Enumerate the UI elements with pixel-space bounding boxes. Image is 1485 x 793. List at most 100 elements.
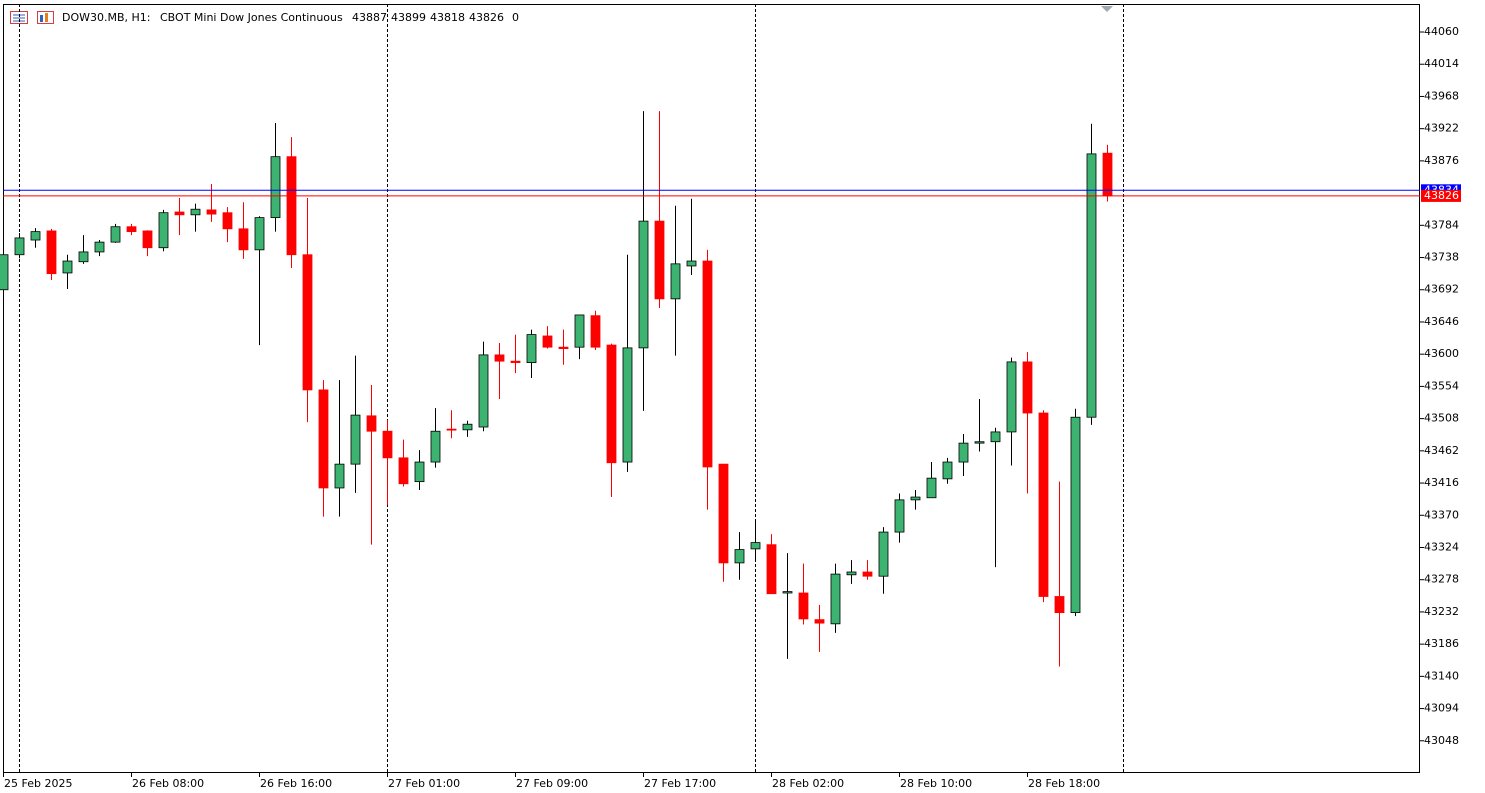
bull-body	[526, 334, 537, 363]
bull-body	[670, 263, 681, 300]
bear-body	[1102, 152, 1113, 197]
y-tick-label: 43416	[1424, 476, 1459, 489]
bear-body	[798, 592, 809, 620]
bear-body	[174, 211, 185, 216]
price-label-box	[1421, 189, 1461, 202]
icon-bar	[45, 13, 48, 22]
bear-body	[382, 430, 393, 459]
header-volume: 0	[512, 11, 519, 24]
bear-body	[862, 571, 873, 577]
symbol: DOW30.MB, H1:	[62, 11, 151, 24]
x-tick-label: 26 Feb 08:00	[132, 777, 204, 790]
bear-body	[814, 619, 825, 624]
bull-body	[830, 573, 841, 625]
y-tick-label: 43508	[1424, 412, 1459, 425]
y-tick-label: 44014	[1424, 57, 1459, 70]
y-tick-label: 43600	[1424, 347, 1459, 360]
bull-body	[574, 314, 585, 348]
bull-body	[270, 156, 281, 219]
x-tick-label: 27 Feb 01:00	[388, 777, 460, 790]
bull-body	[430, 430, 441, 463]
bull-body	[958, 442, 969, 463]
bull-body	[14, 237, 25, 256]
bear-body	[766, 544, 777, 595]
bull-body	[910, 496, 921, 501]
x-tick-label: 26 Feb 16:00	[260, 777, 332, 790]
bull-body	[750, 542, 761, 550]
bear-body	[1022, 361, 1033, 414]
bull-body	[926, 477, 937, 499]
y-tick-label: 43462	[1424, 444, 1459, 457]
bear-body	[302, 254, 313, 391]
y-tick-label: 43922	[1424, 122, 1459, 135]
y-tick-label: 43278	[1424, 573, 1459, 586]
bull-body	[0, 254, 9, 291]
bull-body	[638, 220, 649, 349]
bear-body	[606, 344, 617, 464]
bull-body	[254, 217, 265, 251]
y-tick-label: 43968	[1424, 89, 1459, 102]
chart-header: DOW30.MB, H1: CBOT Mini Dow Jones Contin…	[62, 11, 519, 24]
bear-body	[1038, 412, 1049, 597]
y-tick-label: 43186	[1424, 637, 1459, 650]
price-label: 43826	[1424, 189, 1459, 202]
bull-body	[846, 571, 857, 576]
header-close: 43826	[469, 11, 504, 24]
bear-body	[398, 457, 409, 485]
y-tick-label: 43370	[1424, 508, 1459, 521]
bear-body	[718, 463, 729, 564]
bull-body	[78, 251, 89, 263]
bull-body	[894, 499, 905, 533]
bear-body	[1054, 596, 1065, 614]
toolbar-icons	[10, 11, 54, 24]
y-tick-label: 43738	[1424, 251, 1459, 264]
shift-marker[interactable]	[1101, 6, 1113, 12]
bull-body	[158, 212, 169, 249]
bear-body	[702, 260, 713, 468]
bull-body	[334, 463, 345, 489]
y-tick-label: 43692	[1424, 283, 1459, 296]
x-tick-label: 27 Feb 09:00	[516, 777, 588, 790]
bull-body	[990, 431, 1001, 443]
bear-body	[654, 220, 665, 300]
x-tick-label: 27 Feb 17:00	[644, 777, 716, 790]
bear-body	[366, 415, 377, 432]
y-tick-label: 43876	[1424, 154, 1459, 167]
bear-body	[286, 156, 297, 256]
bull-body	[734, 549, 745, 564]
bear-body	[126, 226, 137, 233]
header-low: 43818	[430, 11, 465, 24]
bull-body	[942, 461, 953, 480]
bull-body	[878, 531, 889, 577]
plot-frame	[3, 4, 1420, 773]
bull-body	[350, 414, 361, 465]
y-tick-label: 43048	[1424, 734, 1459, 747]
bear-body	[222, 212, 233, 230]
bear-body	[446, 428, 457, 431]
bear-body	[510, 360, 521, 363]
bull-body	[110, 226, 121, 243]
y-tick-label: 43554	[1424, 379, 1459, 392]
bear-body	[558, 346, 569, 349]
bull-body	[478, 354, 489, 428]
bull-body	[30, 231, 41, 241]
bear-body	[142, 230, 153, 249]
header-high: 43899	[391, 11, 426, 24]
y-tick-label: 44060	[1424, 25, 1459, 38]
bull-body	[1070, 416, 1081, 614]
bull-body	[190, 208, 201, 216]
header-open: 43887	[352, 11, 387, 24]
bull-body	[622, 347, 633, 463]
bear-body	[494, 354, 505, 362]
y-tick-label: 43646	[1424, 315, 1459, 328]
y-tick-label: 43784	[1424, 218, 1459, 231]
description: CBOT Mini Dow Jones Continuous	[160, 11, 343, 24]
bear-body	[590, 315, 601, 348]
bear-body	[46, 230, 57, 275]
y-tick-label: 43140	[1424, 669, 1459, 682]
icon-bar	[40, 15, 43, 22]
x-tick-label: 28 Feb 10:00	[900, 777, 972, 790]
